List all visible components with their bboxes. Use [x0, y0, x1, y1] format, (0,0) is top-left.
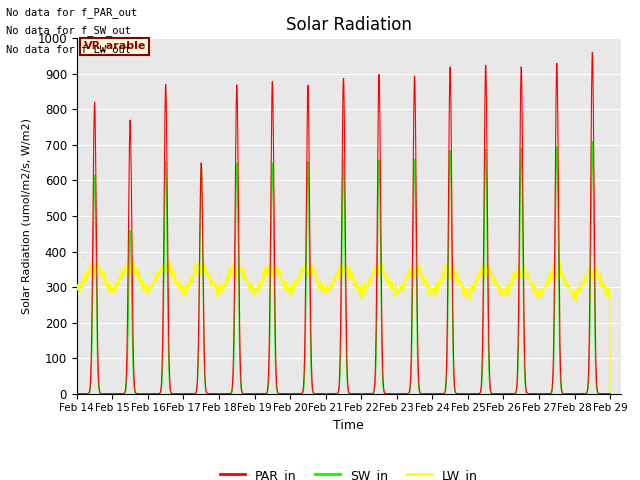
- SW_in: [73, 391, 81, 396]
- LW_in: [606, 391, 614, 396]
- SW_in: [499, 391, 506, 396]
- SW_in: [371, 389, 378, 395]
- Text: No data for f_SW_out: No data for f_SW_out: [6, 25, 131, 36]
- SW_in: [589, 139, 596, 144]
- PAR_in: [574, 391, 582, 396]
- LW_in: [559, 270, 567, 276]
- LW_in: [499, 288, 506, 294]
- SW_in: [221, 391, 229, 396]
- Line: LW_in: LW_in: [77, 256, 610, 394]
- PAR_in: [559, 390, 567, 396]
- Text: No data for f_PAR_out: No data for f_PAR_out: [6, 7, 138, 18]
- Line: SW_in: SW_in: [77, 142, 610, 394]
- PAR_in: [221, 391, 229, 396]
- Line: PAR_in: PAR_in: [77, 53, 610, 394]
- Text: No data for f_LW_out: No data for f_LW_out: [6, 44, 131, 55]
- LW_in: [359, 286, 367, 291]
- Y-axis label: Solar Radiation (umol/m2/s, W/m2): Solar Radiation (umol/m2/s, W/m2): [22, 118, 32, 314]
- PAR_in: [371, 386, 378, 392]
- LW_in: [222, 276, 230, 282]
- Title: Solar Radiation: Solar Radiation: [286, 16, 412, 34]
- LW_in: [574, 290, 582, 296]
- SW_in: [559, 391, 567, 396]
- SW_in: [574, 391, 582, 396]
- Text: VR_arable: VR_arable: [84, 41, 146, 51]
- PAR_in: [499, 391, 506, 396]
- PAR_in: [359, 391, 367, 396]
- PAR_in: [73, 391, 81, 396]
- PAR_in: [606, 391, 614, 396]
- LW_in: [73, 286, 81, 291]
- X-axis label: Time: Time: [333, 419, 364, 432]
- SW_in: [606, 391, 614, 396]
- LW_in: [125, 253, 132, 259]
- PAR_in: [589, 50, 596, 56]
- Legend: PAR_in, SW_in, LW_in: PAR_in, SW_in, LW_in: [215, 464, 483, 480]
- LW_in: [371, 268, 378, 274]
- SW_in: [359, 391, 367, 396]
